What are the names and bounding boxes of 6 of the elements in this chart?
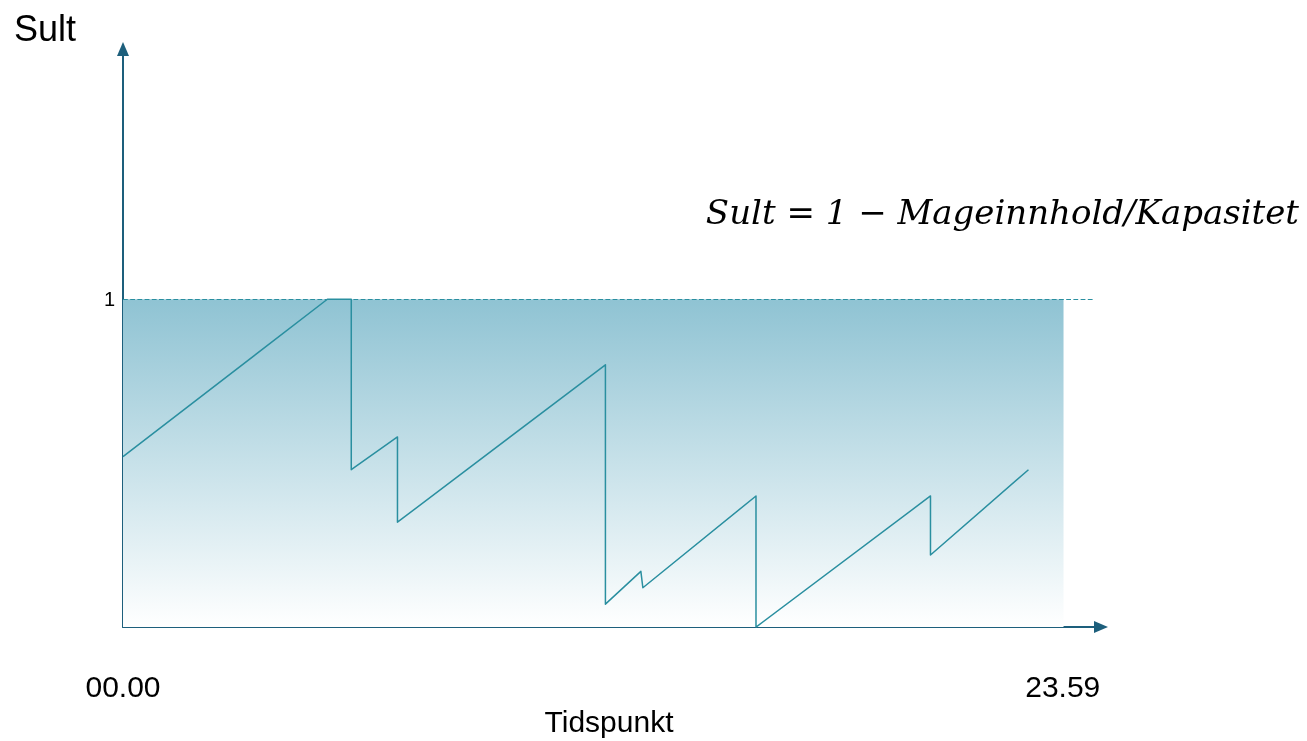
x-axis-title: Tidspunkt — [544, 704, 675, 738]
x-tick-label: 00.00 — [85, 669, 161, 703]
ref-line-label: 1 — [103, 288, 115, 311]
text: Sult — [14, 7, 77, 49]
text: Sult = 1 − Mageinnhold/Kapasitet — [705, 192, 1300, 232]
x-tick-label: 23.59 — [1025, 669, 1101, 703]
